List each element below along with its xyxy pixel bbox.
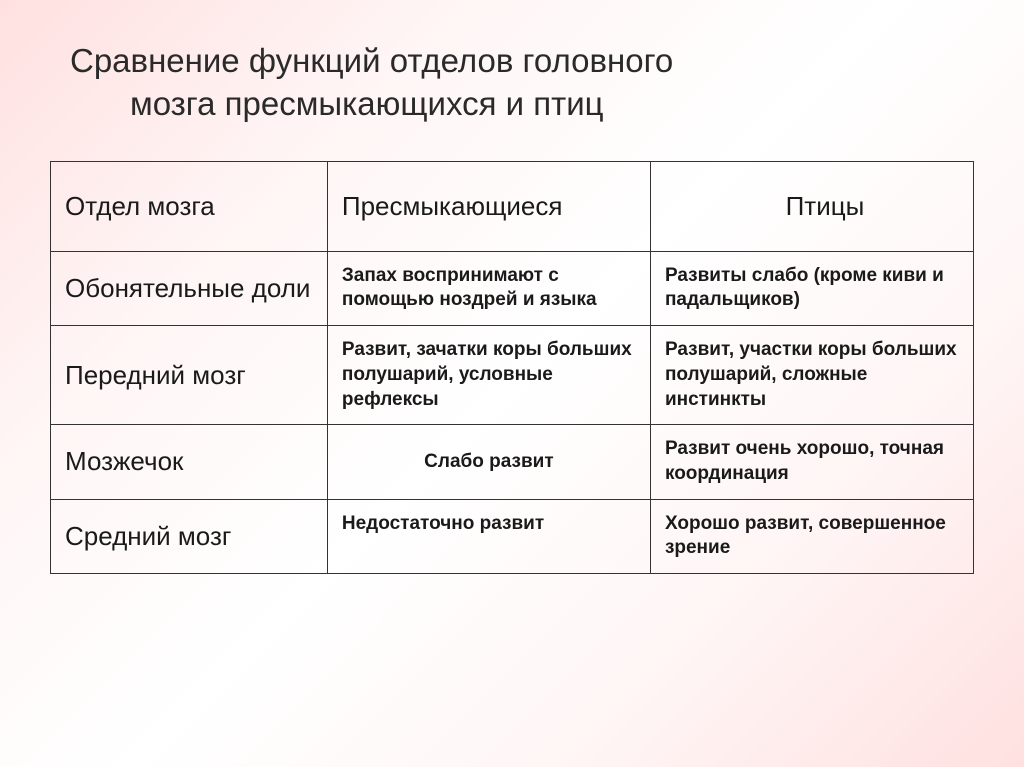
- reptiles-cell: Недостаточно развит: [327, 499, 650, 573]
- section-cell: Средний мозг: [51, 499, 328, 573]
- slide-title: Сравнение функций отделов головного мозг…: [50, 40, 974, 126]
- table-row: Средний мозг Недостаточно развит Хорошо …: [51, 499, 974, 573]
- reptiles-cell: Развит, зачатки коры больших полушарий, …: [327, 326, 650, 425]
- section-cell: Мозжечок: [51, 425, 328, 499]
- birds-cell: Хорошо развит, совершенное зрение: [650, 499, 973, 573]
- section-cell: Обонятельные доли: [51, 251, 328, 325]
- table-header-row: Отдел мозга Пресмыкающиеся Птицы: [51, 161, 974, 251]
- comparison-table: Отдел мозга Пресмыкающиеся Птицы Обоняте…: [50, 161, 974, 574]
- header-birds: Птицы: [650, 161, 973, 251]
- table-row: Обонятельные доли Запах воспринимают с п…: [51, 251, 974, 325]
- table-row: Мозжечок Слабо развит Развит очень хорош…: [51, 425, 974, 499]
- reptiles-cell: Слабо развит: [327, 425, 650, 499]
- title-line-2: мозга пресмыкающихся и птиц: [70, 83, 974, 126]
- header-section: Отдел мозга: [51, 161, 328, 251]
- header-reptiles: Пресмыкающиеся: [327, 161, 650, 251]
- title-line-1: Сравнение функций отделов головного: [70, 40, 974, 83]
- table-row: Передний мозг Развит, зачатки коры больш…: [51, 326, 974, 425]
- birds-cell: Развиты слабо (кроме киви и падальщиков): [650, 251, 973, 325]
- reptiles-cell: Запах воспринимают с помощью ноздрей и я…: [327, 251, 650, 325]
- section-cell: Передний мозг: [51, 326, 328, 425]
- birds-cell: Развит очень хорошо, точная координация: [650, 425, 973, 499]
- birds-cell: Развит, участки коры больших полушарий, …: [650, 326, 973, 425]
